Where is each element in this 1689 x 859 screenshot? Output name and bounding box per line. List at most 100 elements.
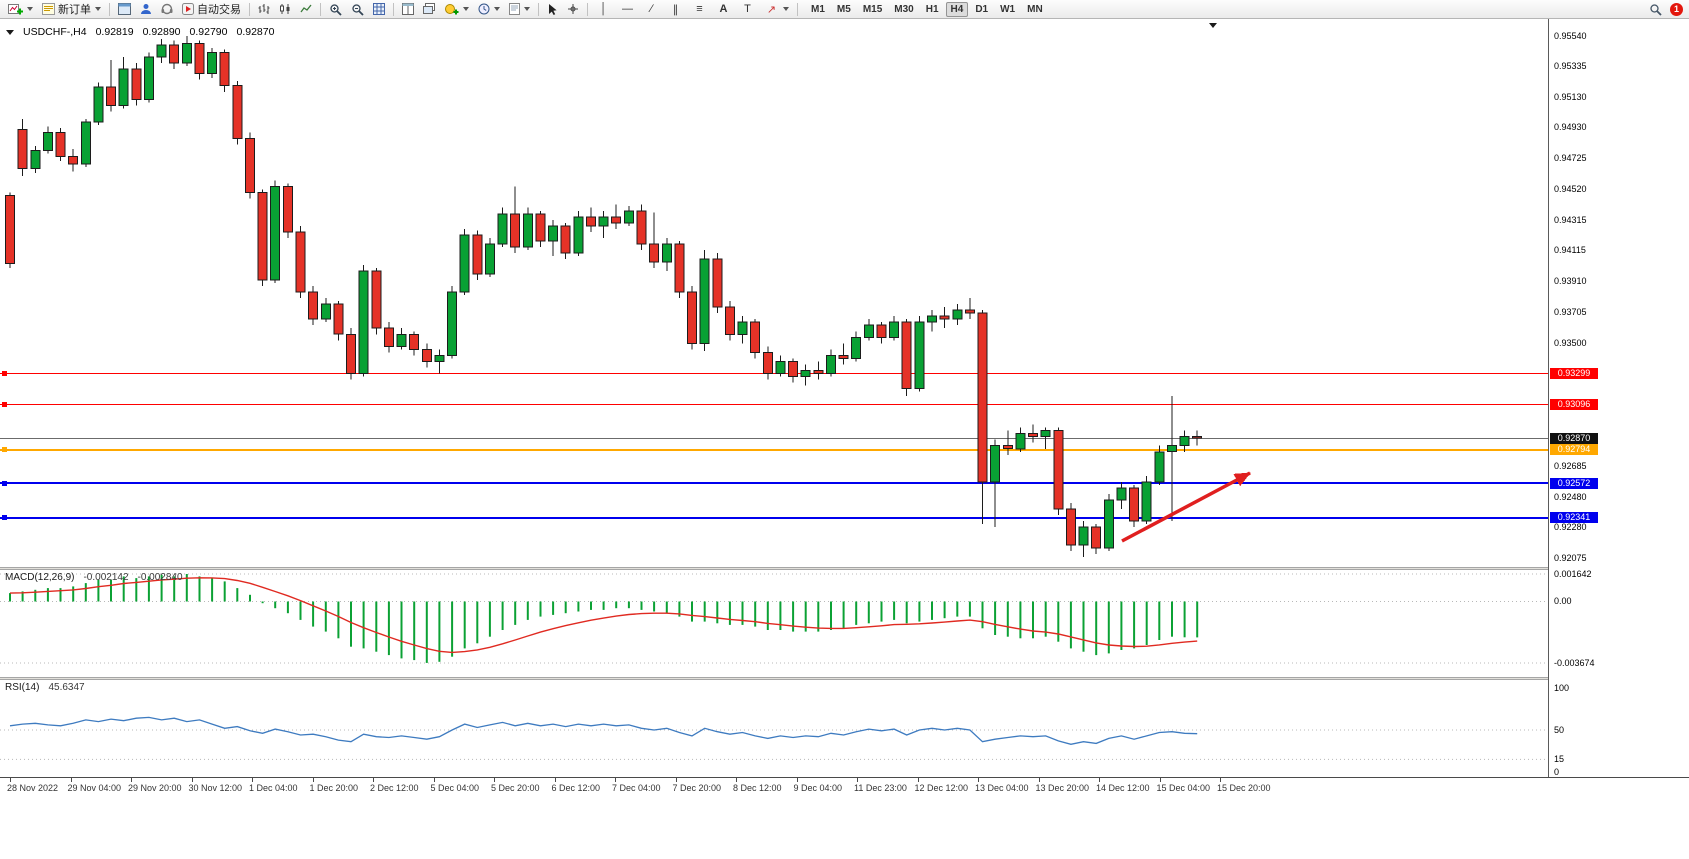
profile-button[interactable] xyxy=(136,1,156,18)
chevron-down-icon xyxy=(783,7,789,11)
tf-m1[interactable]: M1 xyxy=(811,3,825,15)
vertical-line-tool[interactable]: │ xyxy=(592,1,615,18)
bar-chart-mode-button[interactable] xyxy=(254,1,274,18)
tile-windows-button[interactable] xyxy=(369,1,389,18)
panel-splitter[interactable] xyxy=(0,567,1689,570)
notification-badge[interactable]: 1 xyxy=(1670,2,1683,16)
time-tick xyxy=(1038,778,1040,782)
text-tool[interactable]: A xyxy=(712,1,735,18)
chart-window-button[interactable] xyxy=(114,1,135,18)
time-label: 7 Dec 20:00 xyxy=(672,783,722,793)
macd-panel[interactable]: MACD(12,26,9) -0.002142 -0.002840 xyxy=(0,570,1548,677)
line-chart-icon xyxy=(300,4,312,13)
line-anchor[interactable] xyxy=(2,515,7,521)
arrange-windows-button[interactable] xyxy=(398,1,418,18)
toolbar-separator xyxy=(797,2,798,16)
community-button[interactable] xyxy=(157,1,177,18)
line-anchor[interactable] xyxy=(2,480,7,486)
line-anchor[interactable] xyxy=(2,447,7,453)
time-tick xyxy=(917,778,919,782)
channel-tool[interactable]: ∥ xyxy=(664,1,687,18)
time-label: 13 Dec 04:00 xyxy=(975,783,1029,793)
support-line-1[interactable] xyxy=(0,482,1548,485)
zoom-in-button[interactable] xyxy=(325,1,346,18)
new-order-icon xyxy=(42,3,55,15)
tf-mn[interactable]: MN xyxy=(1027,3,1043,15)
price-tick-label: 0.93500 xyxy=(1554,337,1587,348)
price-axis[interactable]: 0.93299 0.93096 0.92870 0.92794 0.92572 0.923… xyxy=(1548,19,1689,797)
resistance-line-1[interactable] xyxy=(0,373,1548,375)
time-tick xyxy=(494,778,495,782)
chevron-down-icon xyxy=(494,7,500,11)
symbol-timeframe-label: USDCHF-,H4 xyxy=(23,26,87,38)
autotrading-button[interactable]: 自动交易 xyxy=(178,1,245,18)
chevron-down-icon xyxy=(95,7,101,11)
fibonacci-tool[interactable]: ≡ xyxy=(688,1,711,18)
candlestick-mode-button[interactable] xyxy=(275,1,295,18)
periods-button[interactable] xyxy=(474,1,504,18)
search-button[interactable] xyxy=(1645,1,1666,18)
time-label: 1 Dec 04:00 xyxy=(249,783,298,793)
tf-m15[interactable]: M15 xyxy=(862,3,883,15)
line-anchor[interactable] xyxy=(2,401,7,407)
bars-icon xyxy=(258,4,270,14)
price-tick-label: 0.93705 xyxy=(1554,306,1587,317)
toolbar: 新订单 自动交易 xyxy=(0,0,1689,19)
window-icon xyxy=(118,3,131,15)
toolbar-separator xyxy=(587,2,588,16)
price-tick-label: 0.94930 xyxy=(1554,122,1587,133)
rsi-name: RSI(14) xyxy=(5,682,40,693)
crosshair-tool-button[interactable] xyxy=(563,1,583,18)
price-tick-label: 0.94520 xyxy=(1554,184,1587,195)
time-tick xyxy=(857,778,858,782)
cursor-tool-button[interactable] xyxy=(543,1,562,18)
main-price-panel[interactable]: USDCHF-,H4 0.92819 0.92890 0.92790 0.928… xyxy=(0,19,1548,567)
time-axis[interactable]: 28 Nov 2022 29 Nov 04:00 29 Nov 20:00 30 No… xyxy=(0,777,1689,797)
resistance-line-2[interactable] xyxy=(0,403,1548,405)
time-tick xyxy=(978,778,979,782)
time-label: 28 Nov 2022 xyxy=(7,783,59,793)
rsi-label: RSI(14) 45.6347 xyxy=(5,682,85,693)
time-tick xyxy=(10,778,11,782)
chart-menu-icon[interactable] xyxy=(6,29,14,35)
zoom-out-button[interactable] xyxy=(347,1,368,18)
bid-price-line[interactable] xyxy=(0,437,1548,439)
templates-button[interactable] xyxy=(505,1,534,18)
trend-arrow[interactable] xyxy=(1121,471,1251,543)
ohlc-open: 0.92819 xyxy=(95,26,134,38)
new-order-button[interactable]: 新订单 xyxy=(38,1,105,18)
pivot-line-orange[interactable] xyxy=(0,448,1548,451)
price-tick-label: 0.94315 xyxy=(1554,215,1587,225)
arrows-tool[interactable]: ↗ xyxy=(760,1,793,18)
line-anchor[interactable] xyxy=(2,371,7,377)
macd-scale-label: 0.001642 xyxy=(1554,568,1592,579)
text-label-tool[interactable]: T xyxy=(736,1,759,18)
ohlc-close: 0.92870 xyxy=(236,26,275,38)
rsi-scale-label: 15 xyxy=(1554,753,1565,764)
tf-w1[interactable]: W1 xyxy=(1000,3,1016,15)
tf-d1[interactable]: D1 xyxy=(975,3,989,15)
scroll-to-end-marker[interactable] xyxy=(1209,23,1217,28)
tf-h1[interactable]: H1 xyxy=(925,3,939,15)
time-tick xyxy=(736,778,737,782)
line-chart-mode-button[interactable] xyxy=(296,1,316,18)
trendline-tool[interactable]: ∕ xyxy=(640,1,663,18)
tf-m30[interactable]: M30 xyxy=(894,3,914,15)
candlestick-chart-canvas[interactable] xyxy=(0,19,1548,567)
tf-m5[interactable]: M5 xyxy=(836,3,851,15)
support-line-2[interactable] xyxy=(0,516,1548,519)
price-tick-label: 0.92075 xyxy=(1554,552,1587,563)
macd-label: MACD(12,26,9) -0.002142 -0.002840 xyxy=(5,572,183,583)
arrow-object-icon: ↗ xyxy=(766,3,777,16)
fibonacci-icon: ≡ xyxy=(696,3,703,15)
panel-splitter[interactable] xyxy=(0,677,1689,680)
new-chart-button[interactable] xyxy=(4,1,37,18)
cascade-windows-button[interactable] xyxy=(419,1,440,18)
price-tick-label: 0.94725 xyxy=(1554,153,1587,164)
rsi-panel[interactable]: RSI(14) 45.6347 xyxy=(0,680,1548,777)
indicators-button[interactable] xyxy=(441,1,473,18)
horizontal-line-tool[interactable]: ― xyxy=(616,1,639,18)
tf-h4[interactable]: H4 xyxy=(945,1,969,17)
toolbar-right-group: 1 xyxy=(1645,1,1685,18)
rsi-canvas xyxy=(0,716,1548,760)
